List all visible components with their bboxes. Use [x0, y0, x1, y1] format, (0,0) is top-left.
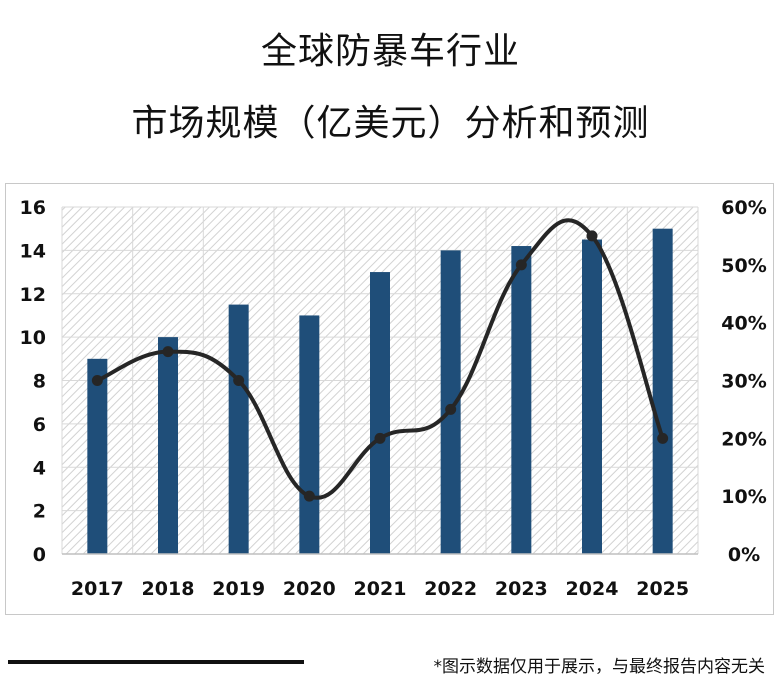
- growth-marker-2024: [586, 230, 598, 242]
- x-tick-label: 2024: [566, 578, 619, 600]
- growth-marker-2017: [91, 375, 103, 386]
- y-right-tick-label: 40%: [721, 313, 766, 335]
- growth-marker-2019: [233, 375, 245, 386]
- x-tick-label: 2017: [71, 578, 124, 600]
- y-left-tick-label: 10: [20, 327, 46, 349]
- footer-rule: [8, 660, 304, 664]
- y-right-tick-label: 30%: [721, 371, 766, 393]
- bar-2020: [299, 315, 320, 554]
- x-tick-label: 2025: [636, 578, 689, 600]
- y-left-tick-label: 8: [33, 371, 46, 393]
- y-left-tick-label: 0: [33, 544, 46, 566]
- bar-series: [87, 228, 673, 554]
- chart-title-line2: 市场规模（亿美元）分析和预测: [131, 103, 650, 144]
- chart-title-line1: 全球防暴车行业: [260, 31, 520, 72]
- footer-note: *图示数据仅用于展示，与最终报告内容无关: [433, 657, 766, 677]
- x-tick-label: 2018: [142, 578, 195, 600]
- x-tick-label: 2021: [354, 578, 407, 600]
- y-left-tick-label: 14: [20, 240, 46, 262]
- x-tick-label: 2022: [424, 578, 477, 600]
- y-right-tick-label: 0%: [728, 544, 760, 566]
- bar-2024: [582, 239, 602, 554]
- y-right-tick-label: 10%: [721, 486, 766, 508]
- y-left-tick-label: 12: [20, 284, 46, 306]
- y-right-tick-label: 50%: [721, 255, 766, 277]
- line-series: [91, 218, 669, 502]
- chart-canvas: 0 2 4 6 8 10 12 14 16 0% 10% 20% 30% 40% 50% 60% 2017 201…: [20, 197, 767, 600]
- bar-2022: [440, 250, 461, 554]
- y-left-tick-label: 2: [33, 501, 46, 523]
- axes: 0 2 4 6 8 10 12 14 16 0% 10% 20% 30% 40% 50% 60% 2017 201…: [20, 197, 767, 600]
- growth-marker-2018: [162, 346, 174, 358]
- bar-2021: [370, 272, 390, 554]
- x-tick-label: 2020: [283, 578, 336, 600]
- y-left-tick-label: 6: [33, 414, 46, 436]
- growth-marker-2020: [303, 490, 315, 502]
- growth-marker-2025: [657, 432, 669, 444]
- bar-2025: [652, 228, 673, 554]
- chart-frame: [5, 183, 774, 615]
- y-right-tick-label: 20%: [721, 428, 766, 450]
- x-tick-label: 2023: [495, 578, 548, 600]
- bar-2018: [158, 337, 178, 554]
- bar-2019: [228, 304, 249, 554]
- growth-marker-2023: [515, 259, 527, 271]
- y-right-tick-label: 60%: [721, 197, 766, 219]
- growth-marker-2022: [445, 403, 457, 415]
- x-tick-label: 2019: [212, 578, 265, 600]
- y-left-tick-label: 16: [20, 197, 46, 219]
- bar-2023: [511, 246, 532, 554]
- bar-2017: [87, 358, 108, 554]
- growth-marker-2021: [374, 432, 386, 444]
- y-left-tick-label: 4: [33, 457, 46, 479]
